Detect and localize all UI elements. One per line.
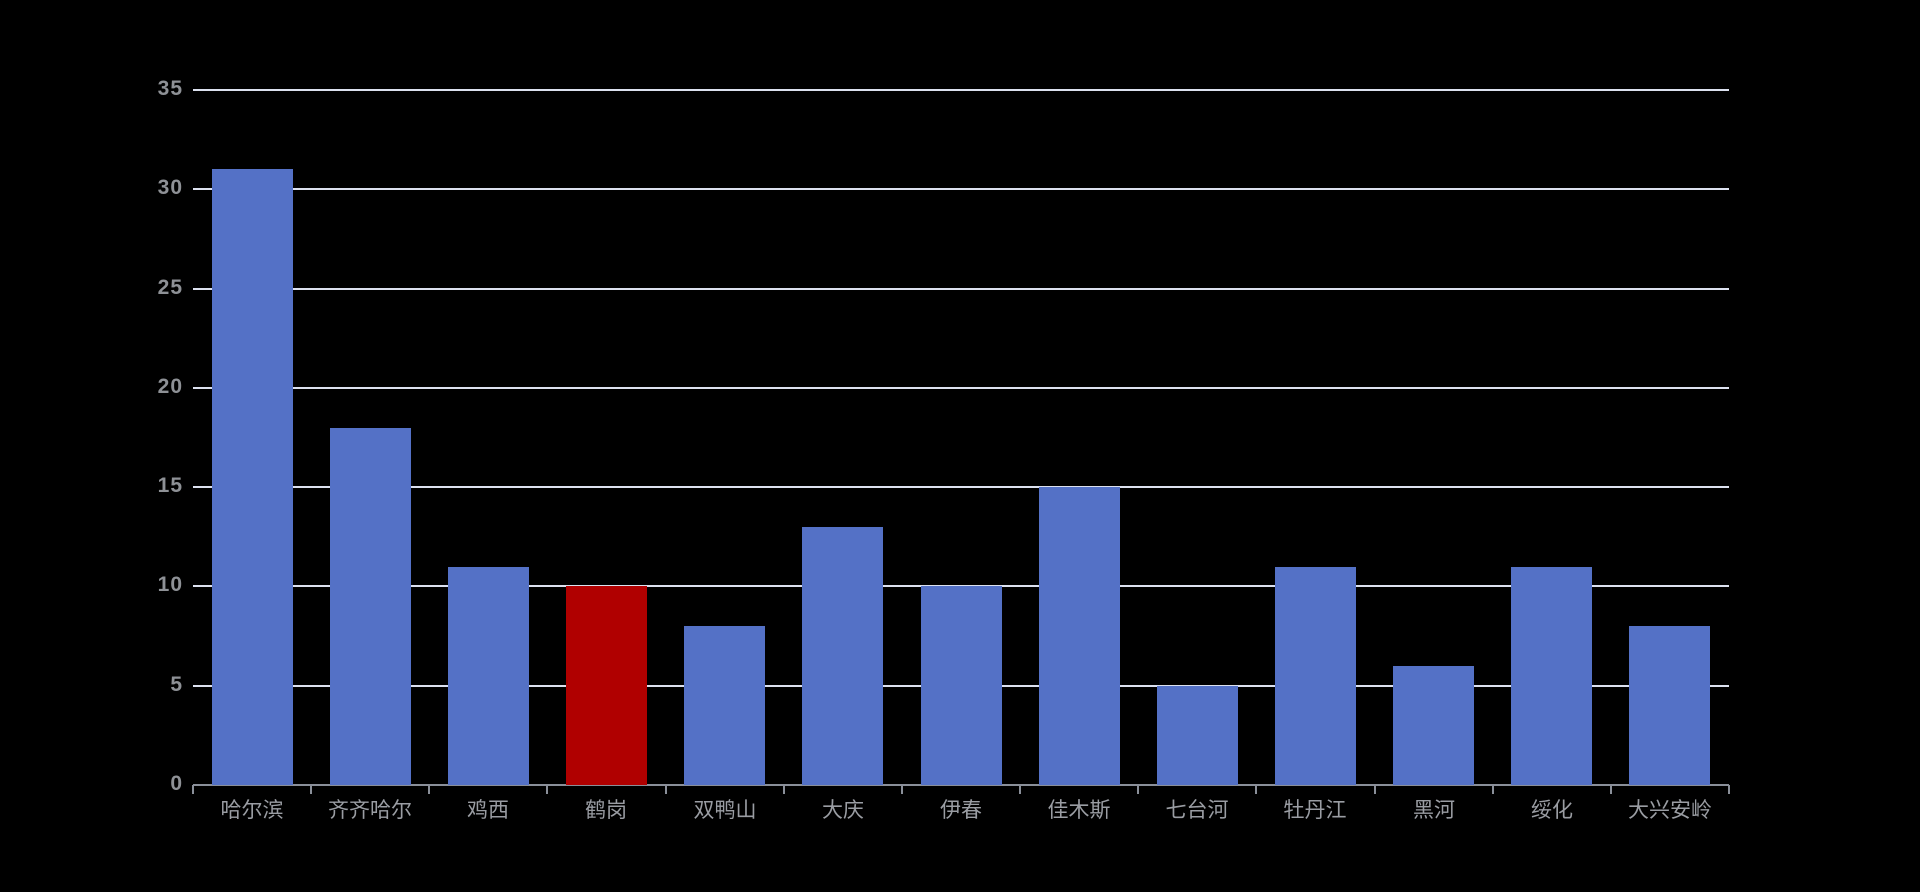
x-axis-tick [783,785,785,794]
y-tick-label-0: 0 [170,772,183,795]
x-tick-label-哈尔滨: 哈尔滨 [220,799,284,822]
gridline-y-25 [193,287,1729,290]
x-axis-tick [1137,785,1139,794]
plot-area [193,89,1729,785]
gridline-y-35 [193,89,1729,91]
y-tick-label-10: 10 [157,573,183,596]
x-axis-tick [428,785,430,794]
bar-齐齐哈尔 [329,428,411,785]
x-tick-label-鸡西: 鸡西 [467,799,509,822]
x-axis-tick [1019,785,1021,794]
y-tick-label-35: 35 [157,77,183,100]
bar-七台河 [1156,686,1238,785]
x-axis-tick [192,785,194,794]
bar-大庆 [802,527,884,785]
x-tick-label-绥化: 绥化 [1531,799,1573,822]
x-tick-label-双鸭山: 双鸭山 [693,799,757,822]
x-axis-tick [310,785,312,794]
y-tick-label-30: 30 [157,176,183,199]
bar-佳木斯 [1038,487,1120,785]
x-tick-label-七台河: 七台河 [1165,799,1229,822]
y-tick-label-5: 5 [170,673,183,696]
x-axis-tick [665,785,667,794]
bar-黑河 [1393,666,1475,785]
bar-牡丹江 [1274,567,1356,785]
bar-双鸭山 [684,626,766,785]
bar-绥化 [1511,567,1593,785]
x-axis-tick [1374,785,1376,794]
y-tick-label-20: 20 [157,375,183,398]
y-tick-label-25: 25 [157,276,183,299]
gridline-y-15 [193,486,1729,489]
bar-大兴安岭 [1629,626,1711,785]
x-tick-label-佳木斯: 佳木斯 [1047,799,1111,822]
x-axis-line [193,784,1729,786]
x-axis-tick [1728,785,1730,794]
x-tick-label-齐齐哈尔: 齐齐哈尔 [328,799,412,822]
bar-鹤岗 [566,586,648,785]
x-tick-label-伊春: 伊春 [940,799,982,822]
gridline-y-20 [193,386,1729,389]
x-tick-label-大庆: 大庆 [822,799,864,822]
x-tick-label-黑河: 黑河 [1413,799,1455,822]
gridline-y-30 [193,188,1729,191]
x-tick-label-牡丹江: 牡丹江 [1283,799,1347,822]
bar-伊春 [920,586,1002,785]
bar-鸡西 [447,567,529,785]
x-tick-label-鹤岗: 鹤岗 [585,799,627,822]
x-axis-tick [1610,785,1612,794]
x-axis-tick [1492,785,1494,794]
bar-哈尔滨 [211,169,293,785]
x-tick-label-大兴安岭: 大兴安岭 [1628,799,1712,822]
x-axis-tick [1255,785,1257,794]
y-tick-label-15: 15 [157,474,183,497]
x-axis-tick [901,785,903,794]
x-axis-tick [546,785,548,794]
